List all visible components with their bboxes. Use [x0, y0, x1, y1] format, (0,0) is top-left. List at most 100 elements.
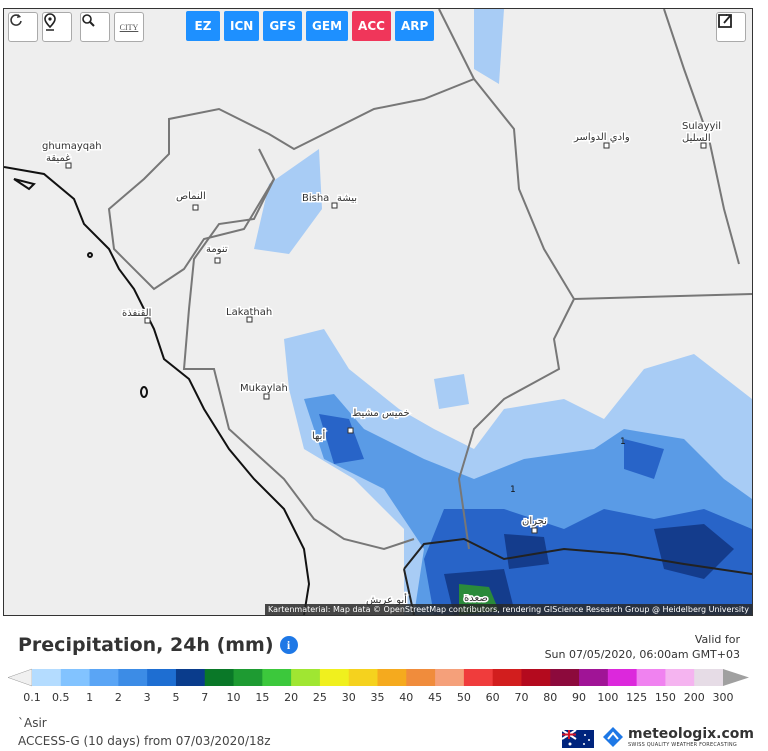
- reload-icon: [10, 14, 22, 26]
- place-label: السليل: [682, 133, 711, 144]
- scale-label: 70: [514, 691, 528, 704]
- scale-arrow-left: [7, 668, 33, 687]
- scale-label: 2: [115, 691, 122, 704]
- map-canvas: ghumayqah غميقة النماص Bisha بيشة تنومة …: [4, 9, 752, 615]
- scale-label: 20: [284, 691, 298, 704]
- scale-label: 100: [597, 691, 618, 704]
- place-label: تنومة: [206, 244, 228, 255]
- place-label: بيشة: [337, 193, 357, 204]
- contour-label: 1: [510, 485, 516, 495]
- scale-label: 90: [572, 691, 586, 704]
- valid-time: Sun 07/05/2020, 06:00am GMT+03: [544, 648, 740, 661]
- city-button[interactable]: CITY: [114, 12, 144, 42]
- brand-tagline: SWISS QUALITY WEATHER FORECASTING: [628, 742, 737, 748]
- scale-segment: [579, 669, 609, 686]
- info-button[interactable]: i: [279, 636, 298, 654]
- model-run: ACCESS-G (10 days) from 07/03/2020/18z: [18, 734, 271, 748]
- scale-segment: [521, 669, 551, 686]
- scale-segment: [694, 669, 724, 686]
- valid-label: Valid for: [694, 633, 740, 646]
- place-label: خميس مشيط: [352, 408, 410, 419]
- scale-label: 300: [713, 691, 734, 704]
- brand-logo: [603, 727, 623, 747]
- place-label: نجران: [522, 516, 547, 527]
- model-selector: EZ ICN GFS GEM ACC ARP: [186, 11, 435, 41]
- legend-title-text: Precipitation, 24h (mm): [18, 634, 274, 656]
- scale-segment: [348, 669, 378, 686]
- flag-icon: [562, 730, 594, 748]
- color-scale: 0.1 0.5 1 2 3 5 7 10 15 20 25 30 35 40 45 50 60 70 80 90 100…: [7, 668, 749, 704]
- place-label: أبها: [312, 429, 325, 442]
- scale-segment: [60, 669, 91, 686]
- map[interactable]: ghumayqah غميقة النماص Bisha بيشة تنومة …: [3, 8, 753, 616]
- place-label: غميقة: [46, 153, 70, 164]
- scale-segment: [550, 669, 580, 686]
- scale-segment: [607, 669, 638, 686]
- place-label: وادي الدواسر: [573, 132, 630, 143]
- scale-segment: [463, 669, 494, 686]
- place-label: Mukaylah: [240, 383, 288, 394]
- city-label: CITY: [119, 22, 139, 32]
- place-label: صعدة: [464, 593, 488, 604]
- brand-name[interactable]: meteologix.com: [628, 726, 754, 742]
- model-button[interactable]: ICN: [224, 11, 260, 41]
- scale-arrow-right: [723, 669, 749, 686]
- place-label: القنفذة: [122, 308, 151, 319]
- share-button[interactable]: [716, 12, 746, 42]
- model-button[interactable]: GFS: [263, 11, 303, 41]
- model-button[interactable]: ARP: [394, 11, 435, 41]
- scale-label: 30: [342, 691, 356, 704]
- model-button[interactable]: ACC: [352, 11, 391, 41]
- legend-title: Precipitation, 24h (mm) i: [18, 634, 298, 656]
- scale-label: 45: [428, 691, 442, 704]
- scale-label: 3: [144, 691, 151, 704]
- scale-segment: [89, 669, 119, 686]
- zoom-icon: [82, 14, 95, 27]
- scale-label: 150: [655, 691, 676, 704]
- scale-label: 60: [486, 691, 500, 704]
- place-label: Lakathah: [226, 307, 272, 318]
- scale-label: 0.5: [52, 691, 70, 704]
- scale-label: 10: [227, 691, 241, 704]
- model-button[interactable]: GEM: [306, 11, 349, 41]
- place-label: النماص: [176, 191, 206, 202]
- scale-segment: [319, 669, 350, 686]
- map-attribution: Kartenmaterial: Map data © OpenStreetMap…: [264, 604, 752, 615]
- scale-label: 200: [684, 691, 705, 704]
- place-label: Sulayyil: [682, 121, 721, 132]
- scale-label: 35: [371, 691, 385, 704]
- place-label: ghumayqah: [42, 141, 102, 152]
- scale-segment: [492, 669, 522, 686]
- contour-label: 1: [620, 437, 626, 447]
- scale-segment: [204, 669, 235, 686]
- scale-segment: [262, 669, 292, 686]
- scale-segment: [175, 669, 206, 686]
- scale-label: 125: [626, 691, 647, 704]
- model-button[interactable]: EZ: [186, 11, 220, 41]
- scale-label: 80: [543, 691, 557, 704]
- map-labels: ghumayqah غميقة النماص Bisha بيشة تنومة …: [41, 120, 723, 608]
- scale-label: 5: [172, 691, 179, 704]
- scale-segment: [406, 669, 436, 686]
- place-label: أبو عريش: [366, 593, 407, 606]
- coastline: [4, 166, 311, 615]
- scale-segment: [435, 669, 465, 686]
- place-label: Bisha: [302, 193, 329, 204]
- scale-segment: [291, 669, 321, 686]
- place-markers: [65, 142, 707, 534]
- scale-segment: [665, 669, 695, 686]
- zoom-button[interactable]: [80, 12, 110, 42]
- scale-segment: [636, 669, 666, 686]
- scale-segment: [118, 669, 148, 686]
- region-name: `Asir: [18, 716, 47, 730]
- scale-label: 0.1: [23, 691, 41, 704]
- location-button[interactable]: [42, 12, 72, 42]
- admin-borders: [107, 9, 752, 551]
- scale-label: 40: [399, 691, 413, 704]
- scale-label: 1: [86, 691, 93, 704]
- reload-button[interactable]: [8, 12, 38, 42]
- location-icon: [44, 13, 56, 31]
- scale-label: 50: [457, 691, 471, 704]
- scale-label: 15: [255, 691, 269, 704]
